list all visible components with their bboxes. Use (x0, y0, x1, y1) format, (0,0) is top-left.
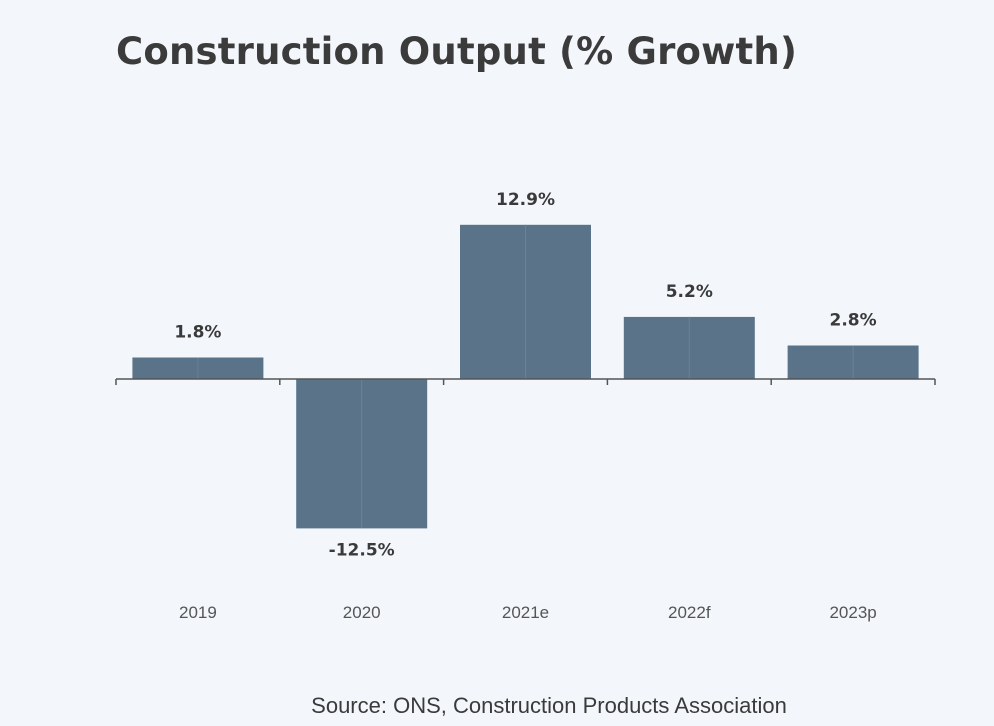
bar-chart: 1.8% 2019 -12.5% 2020 12.9% 2021e 5.2% 2022f 2.8… (115, 190, 936, 622)
chart-title: Construction Output (% Growth) (116, 30, 798, 73)
data-label: -12.5% (329, 540, 395, 560)
data-label: 2.8% (830, 311, 877, 331)
axis-layer (115, 378, 936, 385)
labels-layer: 1.8% 2019 -12.5% 2020 12.9% 2021e 5.2% 2022f 2.8… (174, 190, 876, 622)
data-label: 5.2% (666, 282, 713, 302)
source-note: Source: ONS, Construction Products Assoc… (311, 693, 787, 718)
category-label: 2022f (668, 603, 711, 622)
data-label: 12.9% (496, 190, 555, 210)
category-label: 2019 (179, 603, 217, 622)
data-label: 1.8% (174, 323, 221, 343)
category-label: 2020 (343, 603, 381, 622)
category-label: 2023p (829, 603, 876, 622)
category-label: 2021e (502, 603, 549, 622)
bars-layer (132, 224, 919, 529)
